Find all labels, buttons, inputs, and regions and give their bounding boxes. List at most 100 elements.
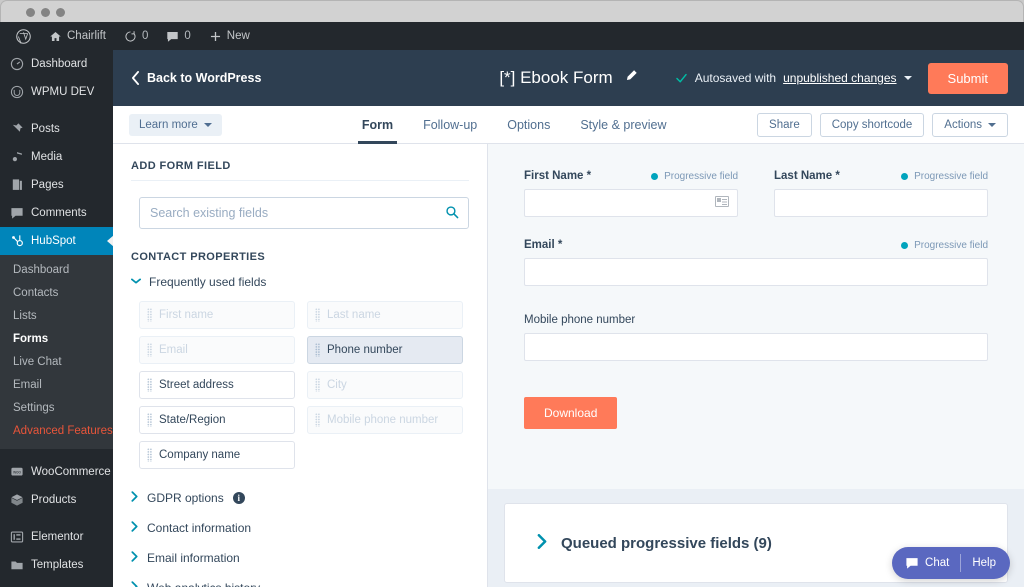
autosave-status: Autosaved with unpublished changes [675, 71, 912, 85]
download-button[interactable]: Download [524, 397, 618, 429]
submenu-item-email[interactable]: Email [13, 379, 42, 391]
accordion-email-information[interactable]: Email information [131, 543, 469, 573]
wordpress-logo-menu[interactable] [8, 22, 39, 50]
field-chip-phone-number[interactable]: Phone number [307, 336, 463, 364]
drag-handle-icon[interactable] [315, 378, 320, 392]
field-chip-city[interactable]: City [307, 371, 463, 399]
field-chip-first-name[interactable]: First name [139, 301, 295, 329]
unpublished-changes-link[interactable]: unpublished changes [783, 71, 897, 85]
sidebar-item-posts[interactable]: Posts [0, 115, 113, 143]
sidebar-item-woocommerce[interactable]: woo WooCommerce [0, 458, 113, 486]
submenu-item-settings[interactable]: Settings [13, 402, 55, 414]
preview-field-first-name[interactable]: First Name * Progressive field [524, 170, 738, 217]
field-chip-mobile-phone-number[interactable]: Mobile phone number [307, 406, 463, 434]
preview-field-email[interactable]: Email * Progressive field [524, 239, 988, 286]
drag-handle-icon[interactable] [315, 308, 320, 322]
drag-handle-icon[interactable] [147, 413, 152, 427]
sidebar-item-comments[interactable]: Comments [0, 199, 113, 227]
form-preview-canvas: First Name * Progressive field Last Name… [488, 144, 1024, 489]
tab-form[interactable]: Form [357, 106, 398, 144]
submenu-item-lists[interactable]: Lists [13, 310, 37, 322]
chip-label: Phone number [327, 344, 403, 356]
frequently-used-fields-toggle[interactable]: Frequently used fields [113, 271, 487, 295]
updates-menu[interactable]: 0 [116, 22, 156, 50]
submenu-item-contacts[interactable]: Contacts [13, 287, 59, 299]
email-input[interactable] [524, 258, 988, 286]
chevron-right-icon [131, 581, 138, 587]
field-header: Last Name * Progressive field [774, 170, 988, 182]
contact-card-icon[interactable] [715, 196, 729, 207]
drag-handle-icon[interactable] [315, 343, 320, 357]
copy-shortcode-button[interactable]: Copy shortcode [819, 112, 925, 137]
tab-style-preview[interactable]: Style & preview [580, 117, 667, 132]
sidebar-label: Templates [31, 559, 84, 571]
share-button[interactable]: Share [757, 112, 812, 137]
chat-button[interactable]: Chat [892, 547, 960, 579]
submenu-item-live-chat[interactable]: Live Chat [13, 356, 62, 368]
mobile-phone-input[interactable] [524, 333, 988, 361]
field-chip-street-address[interactable]: Street address [139, 371, 295, 399]
actions-button[interactable]: Actions [932, 112, 1008, 137]
field-chip-email[interactable]: Email [139, 336, 295, 364]
window-minimize-dot[interactable] [41, 8, 50, 17]
search-icon[interactable] [445, 205, 459, 224]
last-name-input[interactable] [774, 189, 988, 217]
window-close-dot[interactable] [26, 8, 35, 17]
accordion-gdpr-options[interactable]: GDPR options i [131, 483, 469, 513]
drag-handle-icon[interactable] [315, 413, 320, 427]
tab-options[interactable]: Options [507, 117, 551, 132]
drag-handle-icon[interactable] [147, 448, 152, 462]
queued-progressive-fields-card[interactable]: Queued progressive fields (9) [504, 503, 1008, 583]
field-chip-company-name[interactable]: Company name [139, 441, 295, 469]
sidebar-item-hubspot[interactable]: HubSpot [0, 227, 113, 255]
sidebar-item-pages[interactable]: Pages [0, 171, 113, 199]
sidebar-label: Products [31, 494, 77, 506]
search-input[interactable] [139, 197, 469, 229]
field-chip-last-name[interactable]: Last name [307, 301, 463, 329]
submenu-item-forms[interactable]: Forms [13, 333, 49, 345]
learn-more-button[interactable]: Learn more [129, 113, 222, 136]
accordion-label: Contact information [147, 521, 252, 535]
sidebar-label: Dashboard [31, 58, 88, 70]
property-group-accordions: GDPR options i Contact information Email… [113, 469, 487, 587]
new-content-menu[interactable]: New [201, 22, 258, 50]
preview-field-mobile-phone[interactable]: Mobile phone number [524, 314, 988, 361]
comments-menu[interactable]: 0 [158, 22, 198, 50]
accordion-web-analytics-history[interactable]: Web analytics history [131, 573, 469, 587]
site-name-menu[interactable]: Chairlift [41, 22, 114, 50]
submenu-item-dashboard[interactable]: Dashboard [13, 264, 70, 276]
progressive-field-badge: Progressive field [651, 171, 738, 182]
submit-button[interactable]: Submit [927, 62, 1008, 94]
window-maximize-dot[interactable] [56, 8, 65, 17]
first-name-input[interactable] [524, 189, 738, 217]
products-icon [9, 493, 24, 508]
preview-field-last-name[interactable]: Last Name * Progressive field [774, 170, 988, 217]
accordion-label: Email information [147, 551, 240, 565]
hubspot-subnav: Learn more Form Follow-up Options Style … [113, 106, 1024, 144]
pencil-icon[interactable] [625, 69, 638, 87]
chevron-down-icon [203, 122, 212, 127]
accordion-contact-information[interactable]: Contact information [131, 513, 469, 543]
field-header: First Name * Progressive field [524, 170, 738, 182]
sidebar-item-dashboard[interactable]: Dashboard [0, 50, 113, 78]
sidebar-item-templates[interactable]: Templates [0, 551, 113, 579]
tab-follow-up[interactable]: Follow-up [423, 117, 478, 132]
drag-handle-icon[interactable] [147, 343, 152, 357]
home-icon [50, 31, 61, 41]
app-viewport: Chairlift 0 0 New Dashboard WPMU DEV Pos… [0, 22, 1024, 587]
help-button[interactable]: Help [961, 547, 1010, 579]
sidebar-item-wpmudev[interactable]: WPMU DEV [0, 78, 113, 106]
chevron-down-icon[interactable] [903, 76, 912, 80]
sidebar-item-products[interactable]: Products [0, 486, 113, 514]
sidebar-item-media[interactable]: Media [0, 143, 113, 171]
field-header: Email * Progressive field [524, 239, 988, 251]
drag-handle-icon[interactable] [147, 378, 152, 392]
field-chip-state-region[interactable]: State/Region [139, 406, 295, 434]
back-to-wordpress-button[interactable]: Back to WordPress [131, 71, 261, 85]
progressive-field-badge: Progressive field [901, 240, 988, 251]
drag-handle-icon[interactable] [147, 308, 152, 322]
sidebar-item-elementor[interactable]: Elementor [0, 523, 113, 551]
info-icon[interactable]: i [232, 492, 245, 504]
submenu-item-advanced-features[interactable]: Advanced Features [13, 425, 113, 437]
progressive-label: Progressive field [914, 239, 988, 251]
